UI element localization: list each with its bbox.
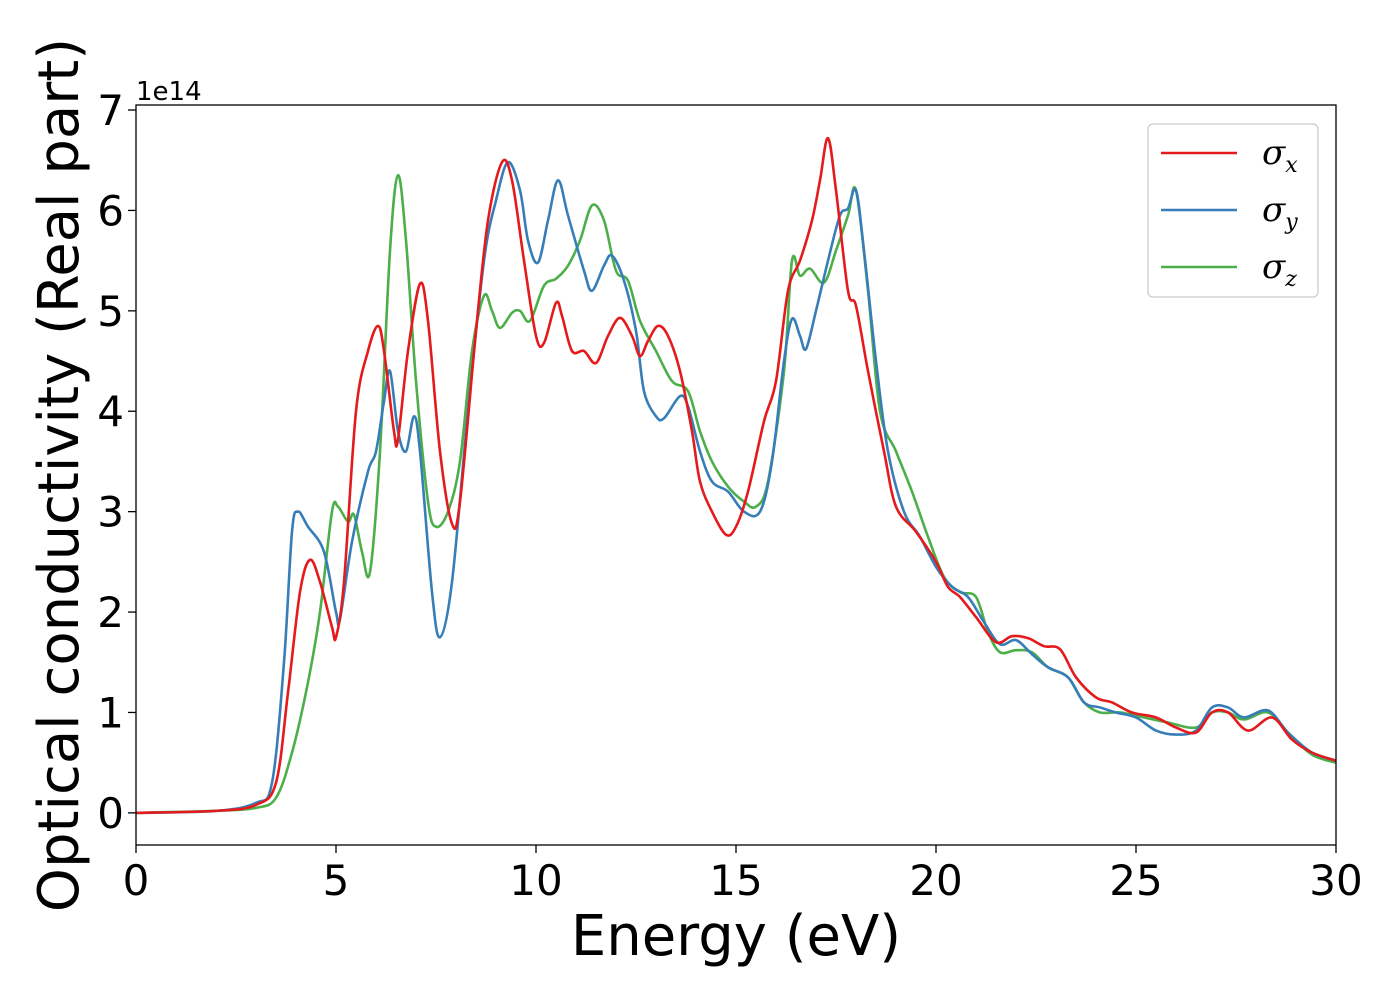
y-tick-label: 2: [97, 588, 124, 637]
x-tick-label: 30: [1309, 856, 1362, 905]
y-tick-label: 6: [97, 186, 124, 235]
legend-symbol: σ: [1262, 190, 1286, 230]
x-tick-label: 25: [1109, 856, 1162, 905]
legend-subscript: z: [1284, 267, 1297, 292]
y-tick-label: 3: [97, 488, 124, 537]
y-tick-label: 7: [97, 86, 124, 135]
legend-subscript: y: [1284, 210, 1298, 235]
x-tick-label: 0: [123, 856, 150, 905]
x-tick-label: 10: [509, 856, 562, 905]
x-tick-label: 5: [323, 856, 350, 905]
series-line-sigma-x: [136, 136, 1336, 815]
x-tick-label: 15: [709, 856, 762, 905]
y-tick-label: 1: [97, 688, 124, 737]
series-line-sigma-y: [136, 160, 1336, 815]
y-axis: 0 1 2 3 4 5 6 7: [97, 86, 136, 838]
series-layer: [136, 136, 1336, 815]
x-axis-title: Energy (eV): [571, 904, 901, 969]
y-offset-label: 1e14: [136, 77, 202, 107]
y-tick-label: 0: [97, 789, 124, 838]
legend-label-sigma-z: σz: [1262, 247, 1297, 292]
y-axis-title: Optical conductivity (Real part): [27, 38, 92, 912]
y-tick-label: 5: [97, 287, 124, 336]
legend-label-sigma-x: σx: [1262, 133, 1298, 178]
y-tick-label: 4: [97, 387, 124, 436]
legend-subscript: x: [1285, 153, 1298, 178]
legend-symbol: σ: [1262, 133, 1286, 173]
x-axis: 0 5 10 15 20 25 30: [123, 845, 1363, 905]
legend-symbol: σ: [1262, 247, 1286, 287]
x-tick-label: 20: [909, 856, 962, 905]
legend-label-sigma-y: σy: [1262, 190, 1298, 235]
